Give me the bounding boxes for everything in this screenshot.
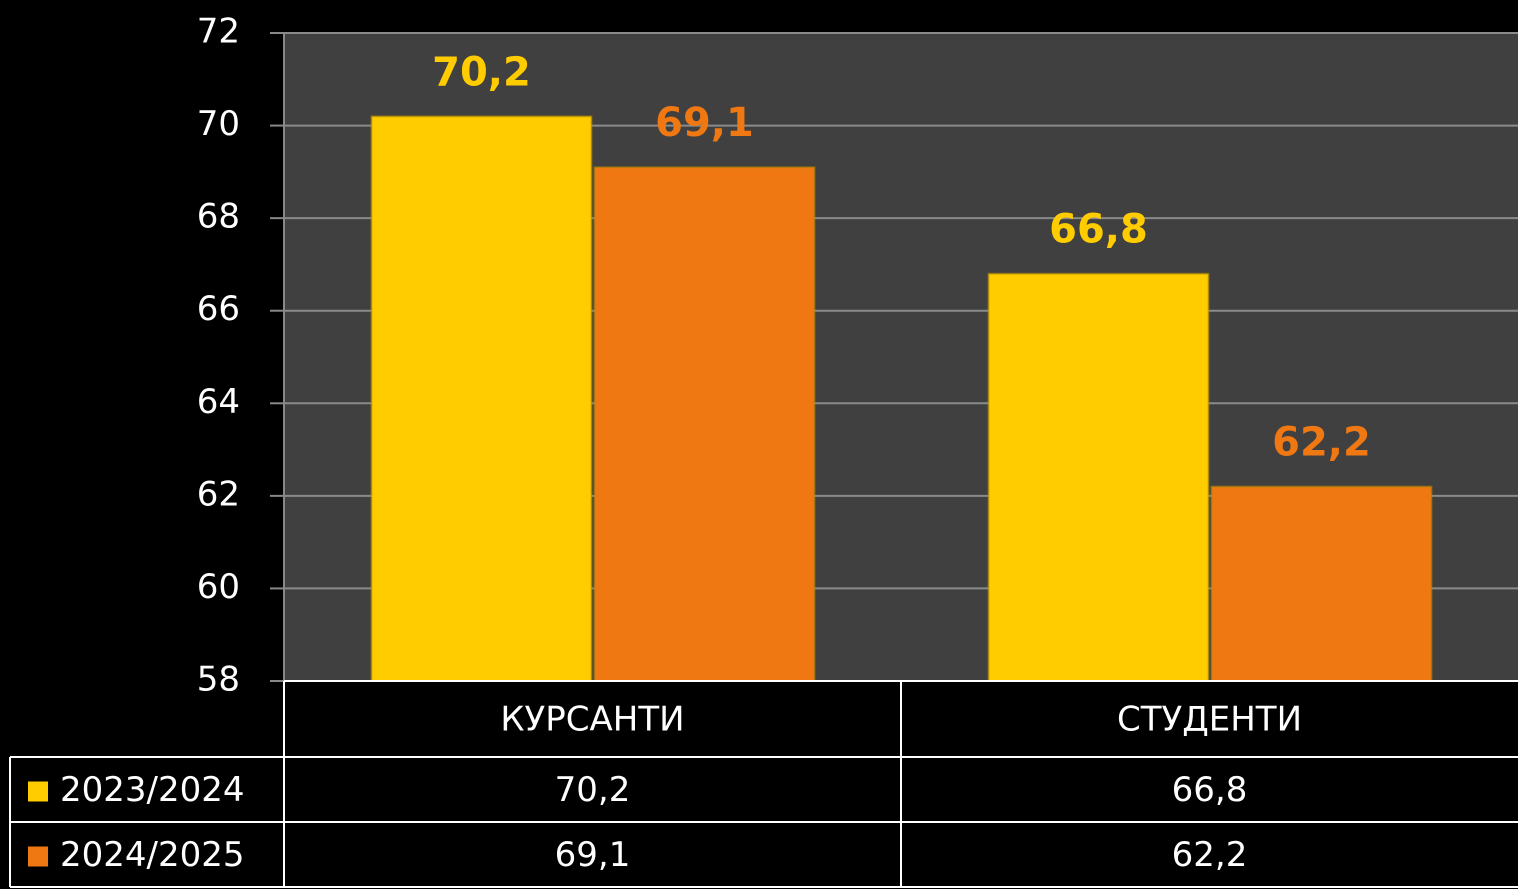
legend-key bbox=[28, 781, 48, 802]
table-cell: 66,8 bbox=[1172, 770, 1248, 810]
y-tick-label: 58 bbox=[197, 660, 240, 700]
y-tick-label: 62 bbox=[197, 474, 240, 514]
y-tick-label: 70 bbox=[197, 104, 240, 144]
bar bbox=[1210, 485, 1433, 682]
y-tick-label: 60 bbox=[197, 567, 240, 607]
table-cell: 70,2 bbox=[555, 770, 631, 810]
legend-label: 2023/2024 bbox=[60, 770, 245, 810]
y-tick-label: 72 bbox=[197, 12, 240, 52]
table-cell: 62,2 bbox=[1172, 835, 1248, 875]
data-label: 69,1 bbox=[655, 100, 754, 146]
data-label: 70,2 bbox=[432, 49, 531, 95]
x-tick-label: КУРСАНТИ bbox=[500, 700, 684, 740]
bar bbox=[987, 272, 1210, 682]
y-tick-label: 68 bbox=[197, 197, 240, 237]
y-tick-label: 64 bbox=[197, 382, 240, 422]
data-label: 62,2 bbox=[1272, 420, 1371, 466]
x-tick-label: СТУДЕНТИ bbox=[1117, 700, 1302, 740]
bar bbox=[593, 166, 816, 682]
legend-label: 2024/2025 bbox=[60, 835, 245, 875]
data-label: 66,8 bbox=[1049, 207, 1148, 253]
table-cell: 69,1 bbox=[555, 835, 631, 875]
y-tick-label: 66 bbox=[197, 289, 240, 329]
bar bbox=[370, 115, 593, 683]
legend-key bbox=[28, 846, 48, 867]
